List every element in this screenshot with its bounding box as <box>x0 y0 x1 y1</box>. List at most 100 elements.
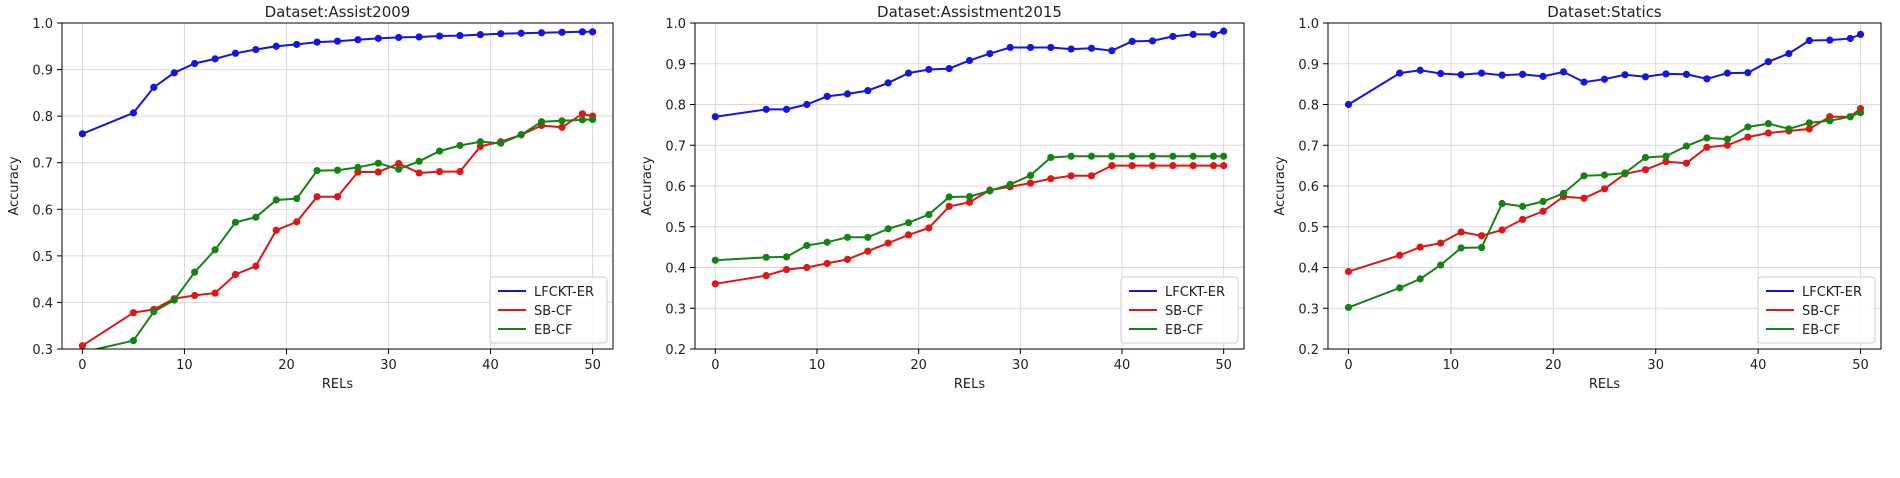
chart-panel-assistment2015: 0.2 0.3 0.4 0.5 0.6 0.7 0.8 0.9 1.0 0 10 20 30 40 50 Da… <box>633 0 1266 474</box>
data-point-eb-cf <box>537 118 546 126</box>
y-tick-label: 0.3 <box>1298 302 1319 317</box>
chart-statics: 0.2 0.3 0.4 0.5 0.6 0.7 0.8 0.9 1.0 0 10 20 30 40 50 Da… <box>1273 3 1882 392</box>
data-point-sb-cf <box>558 123 566 131</box>
data-point-lfckt-er <box>1437 69 1445 78</box>
data-point-lfckt-er <box>904 69 913 77</box>
data-point-sb-cf <box>191 291 199 300</box>
data-point-lfckt-er <box>1785 49 1793 58</box>
data-point-lfckt-er <box>1457 71 1465 79</box>
data-point-eb-cf <box>252 213 260 221</box>
legend-box <box>489 276 608 344</box>
data-point-eb-cf <box>588 115 597 124</box>
data-point-lfckt-er <box>1723 69 1731 77</box>
plot-area <box>1344 30 1865 312</box>
data-point-eb-cf <box>1580 172 1588 180</box>
data-point-eb-cf <box>170 296 178 304</box>
y-tick-label: 0.4 <box>665 262 686 277</box>
data-point-lfckt-er <box>476 31 484 39</box>
data-point-lfckt-er <box>945 65 953 73</box>
data-point-eb-cf <box>1396 284 1404 292</box>
legend-label-eb-cf: EB-CF <box>534 323 572 338</box>
data-point-eb-cf <box>476 138 484 146</box>
data-point-eb-cf <box>1006 180 1014 188</box>
data-point-lfckt-er <box>1856 30 1865 39</box>
data-point-eb-cf <box>1344 303 1353 312</box>
data-point-eb-cf <box>843 233 852 241</box>
legend-label-eb-cf: EB-CF <box>1802 323 1840 338</box>
data-point-lfckt-er <box>1220 27 1228 35</box>
data-point-sb-cf <box>1723 141 1731 149</box>
data-point-eb-cf <box>823 238 831 246</box>
data-point-eb-cf <box>986 187 994 195</box>
data-point-eb-cf <box>1108 152 1116 160</box>
legend-label-sb-cf: SB-CF <box>1165 304 1203 319</box>
data-point-eb-cf <box>925 210 933 219</box>
x-tick-label: 40 <box>1114 358 1131 373</box>
data-point-lfckt-er <box>1344 100 1353 109</box>
data-point-eb-cf <box>1785 125 1793 133</box>
data-point-eb-cf <box>711 256 719 264</box>
data-point-lfckt-er <box>1662 70 1670 78</box>
x-tick-label: 0 <box>711 358 719 373</box>
data-point-eb-cf <box>1498 199 1506 208</box>
series-line-lfckt-er <box>1347 33 1861 106</box>
data-point-eb-cf <box>1539 197 1547 206</box>
data-point-lfckt-er <box>395 33 403 42</box>
data-point-sb-cf <box>313 193 321 201</box>
y-tick-label: 0.7 <box>665 139 686 154</box>
data-point-lfckt-er <box>1026 43 1035 52</box>
series-line-lfckt-er <box>82 30 593 135</box>
chart-panel-assist2009: 0.3 0.4 0.5 0.6 0.7 0.8 0.9 1.0 0 10 20 30 40 50 Datas… <box>0 0 633 474</box>
data-point-eb-cf <box>1682 142 1691 150</box>
y-tick-label: 0.6 <box>1298 180 1319 195</box>
data-point-eb-cf <box>333 166 342 174</box>
data-point-sb-cf <box>1344 267 1353 276</box>
x-tick-label: 10 <box>1443 358 1460 373</box>
data-point-eb-cf <box>1764 120 1772 128</box>
plot-frame <box>694 22 1245 350</box>
data-point-eb-cf <box>1189 152 1197 160</box>
x-tick-label: 10 <box>176 358 193 373</box>
y-tick-label: 0.7 <box>32 157 53 172</box>
data-point-lfckt-er <box>1580 78 1588 86</box>
plot-frame <box>1327 22 1882 350</box>
data-point-eb-cf <box>395 165 403 173</box>
data-point-sb-cf <box>925 224 933 232</box>
data-point-eb-cf <box>1457 244 1465 252</box>
legend-label-lfckt-er: LFCKT-ER <box>534 285 594 300</box>
x-tick-label: 40 <box>482 358 499 373</box>
data-point-lfckt-er <box>415 33 423 41</box>
legend: LFCKT-ER SB-CF EB-CF <box>489 276 608 344</box>
data-point-sb-cf <box>1457 228 1465 236</box>
data-point-sb-cf <box>1580 194 1588 202</box>
data-point-lfckt-er <box>965 56 974 65</box>
data-point-eb-cf <box>1600 171 1609 179</box>
data-point-lfckt-er <box>925 65 933 74</box>
legend-label-sb-cf: SB-CF <box>1802 304 1840 319</box>
data-point-lfckt-er <box>823 92 831 100</box>
data-point-sb-cf <box>1148 162 1157 170</box>
legend-box <box>1120 276 1239 344</box>
data-point-sb-cf <box>1169 162 1177 170</box>
data-point-eb-cf <box>150 308 158 316</box>
data-point-lfckt-er <box>537 29 546 37</box>
data-point-lfckt-er <box>1067 45 1075 53</box>
data-point-lfckt-er <box>211 55 219 63</box>
y-tick-label: 0.8 <box>665 99 686 114</box>
data-point-lfckt-er <box>1559 68 1568 76</box>
data-point-eb-cf <box>965 192 974 201</box>
x-tick-label: 10 <box>809 358 826 373</box>
data-point-lfckt-er <box>1744 69 1752 77</box>
data-point-sb-cf <box>864 247 872 255</box>
data-point-sb-cf <box>435 167 444 176</box>
y-tick-label: 0.8 <box>1298 99 1319 114</box>
data-point-sb-cf <box>1047 175 1055 183</box>
data-point-eb-cf <box>435 147 444 155</box>
x-tick-label: 40 <box>1750 358 1767 373</box>
data-point-eb-cf <box>517 131 525 139</box>
data-point-eb-cf <box>231 218 240 226</box>
data-point-eb-cf <box>904 219 913 227</box>
data-point-eb-cf <box>1856 109 1865 117</box>
y-tick-label: 0.3 <box>665 302 686 317</box>
data-point-eb-cf <box>1805 119 1813 127</box>
